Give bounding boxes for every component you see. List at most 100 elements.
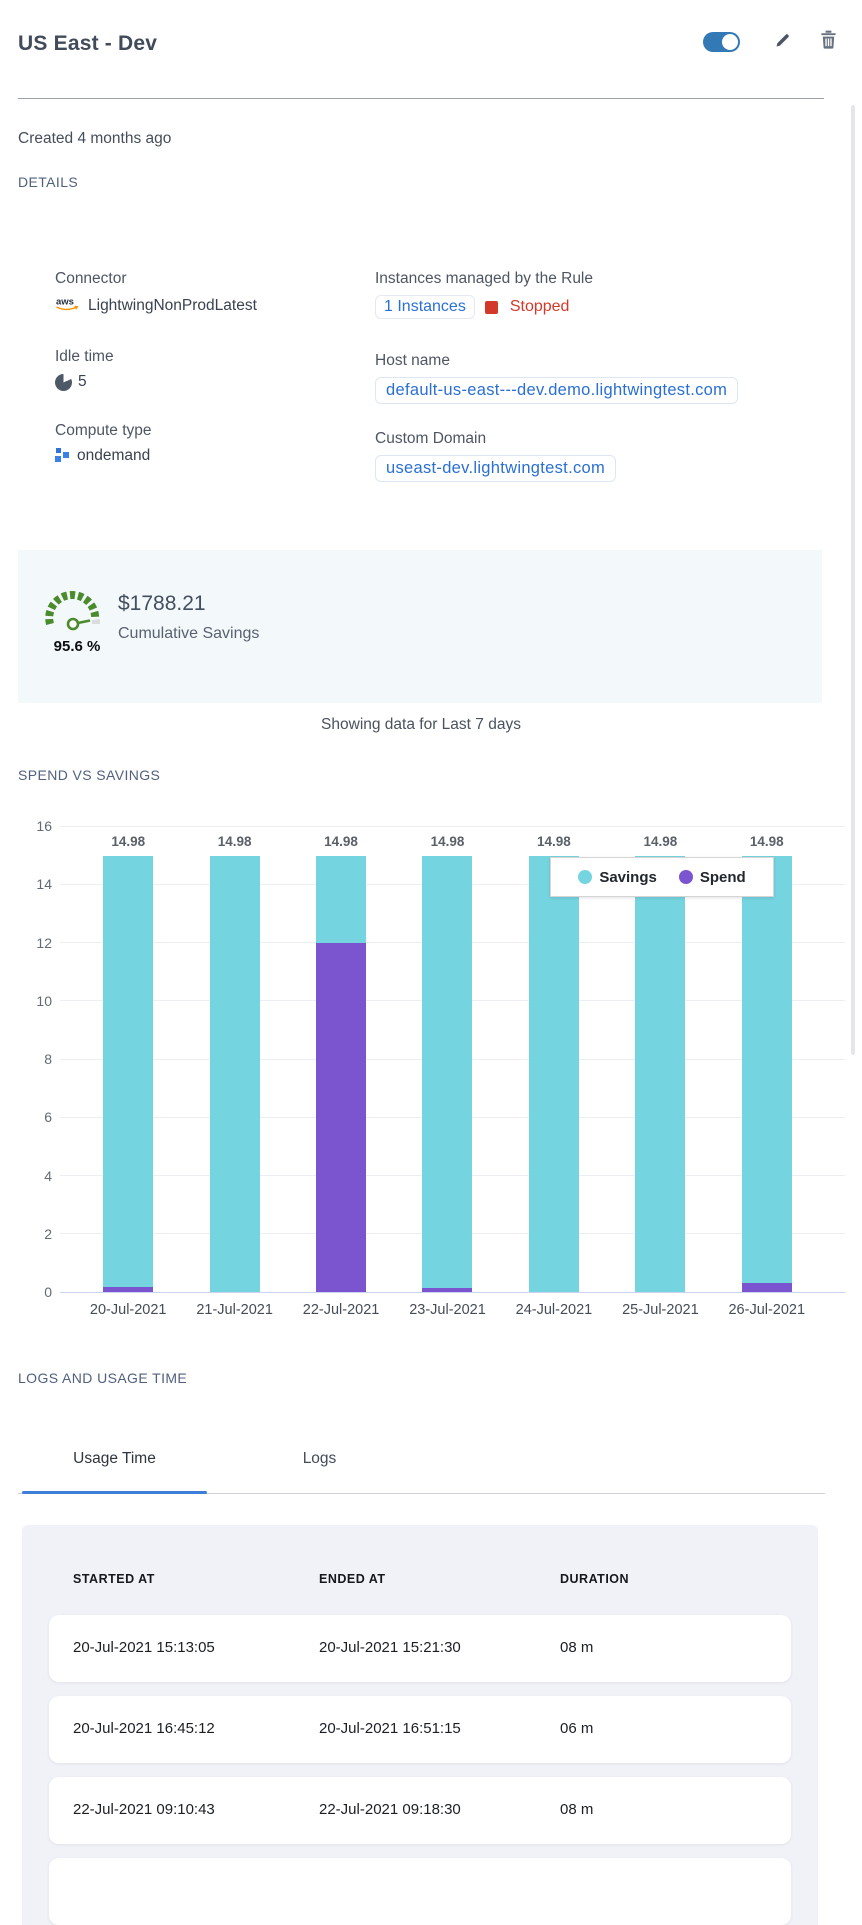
instances-label: Instances managed by the Rule	[375, 270, 593, 287]
connector-label: Connector	[55, 270, 127, 287]
table-row: 22-Jul-2021 09:10:43 22-Jul-2021 09:18:30…	[49, 1777, 791, 1844]
details-heading: DETAILS	[18, 174, 79, 190]
y-tick-label-16: 16	[36, 818, 52, 834]
table-cell: 08 m	[560, 1801, 594, 1818]
table-header-row: STARTED AT ENDED AT DURATION	[49, 1572, 791, 1592]
spend-bar-segment	[422, 1287, 473, 1292]
created-ago-text: Created 4 months ago	[18, 130, 172, 147]
bar-total-label: 14.98	[537, 833, 571, 849]
bar-total-label: 14.98	[430, 833, 465, 849]
savings-bar-segment	[635, 855, 686, 1292]
chart-x-axis-labels: 20-Jul-2021 21-Jul-2021 22-Jul-2021 23-Jul-…	[75, 1302, 820, 1322]
gridline-y0	[60, 1291, 845, 1293]
clock-pie-icon	[55, 373, 72, 391]
usage-time-table: STARTED AT ENDED AT DURATION 20-Jul-2021…	[22, 1525, 818, 1925]
instances-link[interactable]: 1 Instances	[375, 295, 475, 319]
legend-item-spend[interactable]: Spend	[678, 868, 746, 886]
x-tick-label-22-Jul-2021: 22-Jul-2021	[302, 1302, 380, 1318]
logs-usage-heading: LOGS AND USAGE TIME	[18, 1370, 188, 1386]
y-tick-label-2: 2	[44, 1225, 52, 1242]
table-cell: 22-Jul-2021 09:18:30	[319, 1801, 461, 1818]
idle-time-value: 5	[78, 373, 87, 390]
savings-bar-segment	[316, 855, 367, 944]
connector-item: Connector aws LightwingNonProdLatest	[55, 270, 257, 317]
bar-group-25-Jul-2021: 14.98	[607, 826, 713, 1292]
pencil-icon	[775, 32, 791, 53]
chart-legend: Savings Spend	[550, 857, 774, 897]
table-row: 20-Jul-2021 16:45:12 20-Jul-2021 16:51:15…	[49, 1696, 791, 1763]
savings-bar-segment	[103, 855, 154, 1288]
host-name-link[interactable]: default-us-east---dev.demo.lightwingtest…	[375, 377, 739, 404]
aws-icon: aws	[55, 295, 82, 317]
rule-enabled-toggle[interactable]	[703, 32, 740, 52]
table-cell: 08 m	[560, 1639, 594, 1656]
x-tick-label-20-Jul-2021: 20-Jul-2021	[89, 1302, 167, 1318]
savings-bar-segment	[528, 855, 579, 1292]
x-tick-label-23-Jul-2021: 23-Jul-2021	[409, 1302, 486, 1318]
bar-group-26-Jul-2021: 14.98	[714, 826, 820, 1292]
idle-time-label: Idle time	[55, 348, 114, 365]
savings-bar-segment	[422, 855, 473, 1288]
spend-vs-savings-chart: 14.98 14.98 14.98 14.98 14.98 14.98 14.98	[60, 825, 845, 1293]
y-tick-label-12: 12	[36, 934, 52, 951]
table-cell: 20-Jul-2021 16:45:12	[73, 1720, 215, 1737]
table-cell: 20-Jul-2021 15:13:05	[73, 1639, 215, 1656]
bar-total-label: 14.98	[324, 833, 358, 849]
active-tab-underline	[22, 1491, 207, 1494]
table-cell: 20-Jul-2021 15:21:30	[319, 1639, 461, 1656]
tab-usage-time[interactable]: Usage Time	[73, 1450, 156, 1467]
savings-gauge-icon	[42, 584, 104, 641]
bar-total-label: 14.98	[749, 833, 784, 849]
bar-total-label: 14.98	[111, 833, 146, 849]
cumulative-savings-panel: 95.6 % $1788.21 Cumulative Savings	[18, 550, 822, 703]
x-tick-label-25-Jul-2021: 25-Jul-2021	[622, 1302, 699, 1318]
column-header-duration: DURATION	[560, 1572, 630, 1586]
y-tick-label-6: 6	[44, 1109, 52, 1126]
host-name-item: Host name default-us-east---dev.demo.lig…	[375, 352, 739, 404]
spend-bar-segment	[741, 1282, 792, 1292]
compute-type-item: Compute type ondemand	[55, 422, 152, 465]
edit-button[interactable]	[772, 31, 794, 53]
y-tick-label-14: 14	[36, 876, 52, 893]
compute-type-label: Compute type	[55, 422, 152, 439]
savings-amount: $1788.21	[118, 592, 206, 615]
idle-time-item: Idle time 5	[55, 348, 114, 391]
savings-caption: Cumulative Savings	[118, 625, 260, 642]
gridline-y16	[60, 825, 845, 827]
table-row-partial	[49, 1858, 791, 1925]
table-cell: 06 m	[560, 1720, 594, 1737]
tabs-divider	[18, 1493, 825, 1494]
savings-bar-segment	[741, 855, 792, 1283]
spend-vs-savings-heading: SPEND VS SAVINGS	[18, 767, 161, 783]
x-tick-label-24-Jul-2021: 24-Jul-2021	[515, 1302, 593, 1318]
tab-logs[interactable]: Logs	[302, 1450, 337, 1467]
spend-bar-segment	[103, 1287, 154, 1292]
page-title: US East - Dev	[18, 32, 158, 55]
spend-legend-label: Spend	[699, 868, 746, 886]
y-tick-label-4: 4	[44, 1167, 52, 1184]
column-header-started-at: STARTED AT	[73, 1572, 155, 1586]
savings-legend-dot	[578, 870, 593, 884]
connector-value: LightwingNonProdLatest	[88, 297, 257, 314]
bar-group-21-Jul-2021: 14.98	[181, 826, 287, 1292]
host-name-label: Host name	[375, 352, 450, 369]
legend-item-savings[interactable]: Savings	[578, 869, 657, 886]
table-cell: 20-Jul-2021 16:51:15	[319, 1720, 461, 1737]
bar-total-label: 14.98	[643, 833, 678, 849]
stopped-status: Stopped	[509, 298, 570, 315]
column-header-ended-at: ENDED AT	[319, 1572, 386, 1586]
bar-group-22-Jul-2021: 14.98	[288, 826, 394, 1292]
custom-domain-link[interactable]: useast-dev.lightwingtest.com	[375, 455, 617, 482]
x-tick-label-21-Jul-2021: 21-Jul-2021	[196, 1302, 273, 1318]
spend-bar-segment	[316, 943, 367, 1292]
bar-group-20-Jul-2021: 14.98	[75, 826, 181, 1292]
bar-group-24-Jul-2021: 14.98	[501, 826, 607, 1292]
delete-button[interactable]	[817, 30, 839, 53]
page-scrollbar[interactable]	[851, 105, 855, 1055]
period-note: Showing data for Last 7 days	[321, 716, 521, 733]
spend-legend-dot	[678, 870, 693, 884]
compute-squares-icon	[55, 448, 71, 464]
toggle-knob	[722, 34, 738, 50]
bar-total-label: 14.98	[217, 833, 252, 849]
bar-group-23-Jul-2021: 14.98	[394, 826, 500, 1292]
